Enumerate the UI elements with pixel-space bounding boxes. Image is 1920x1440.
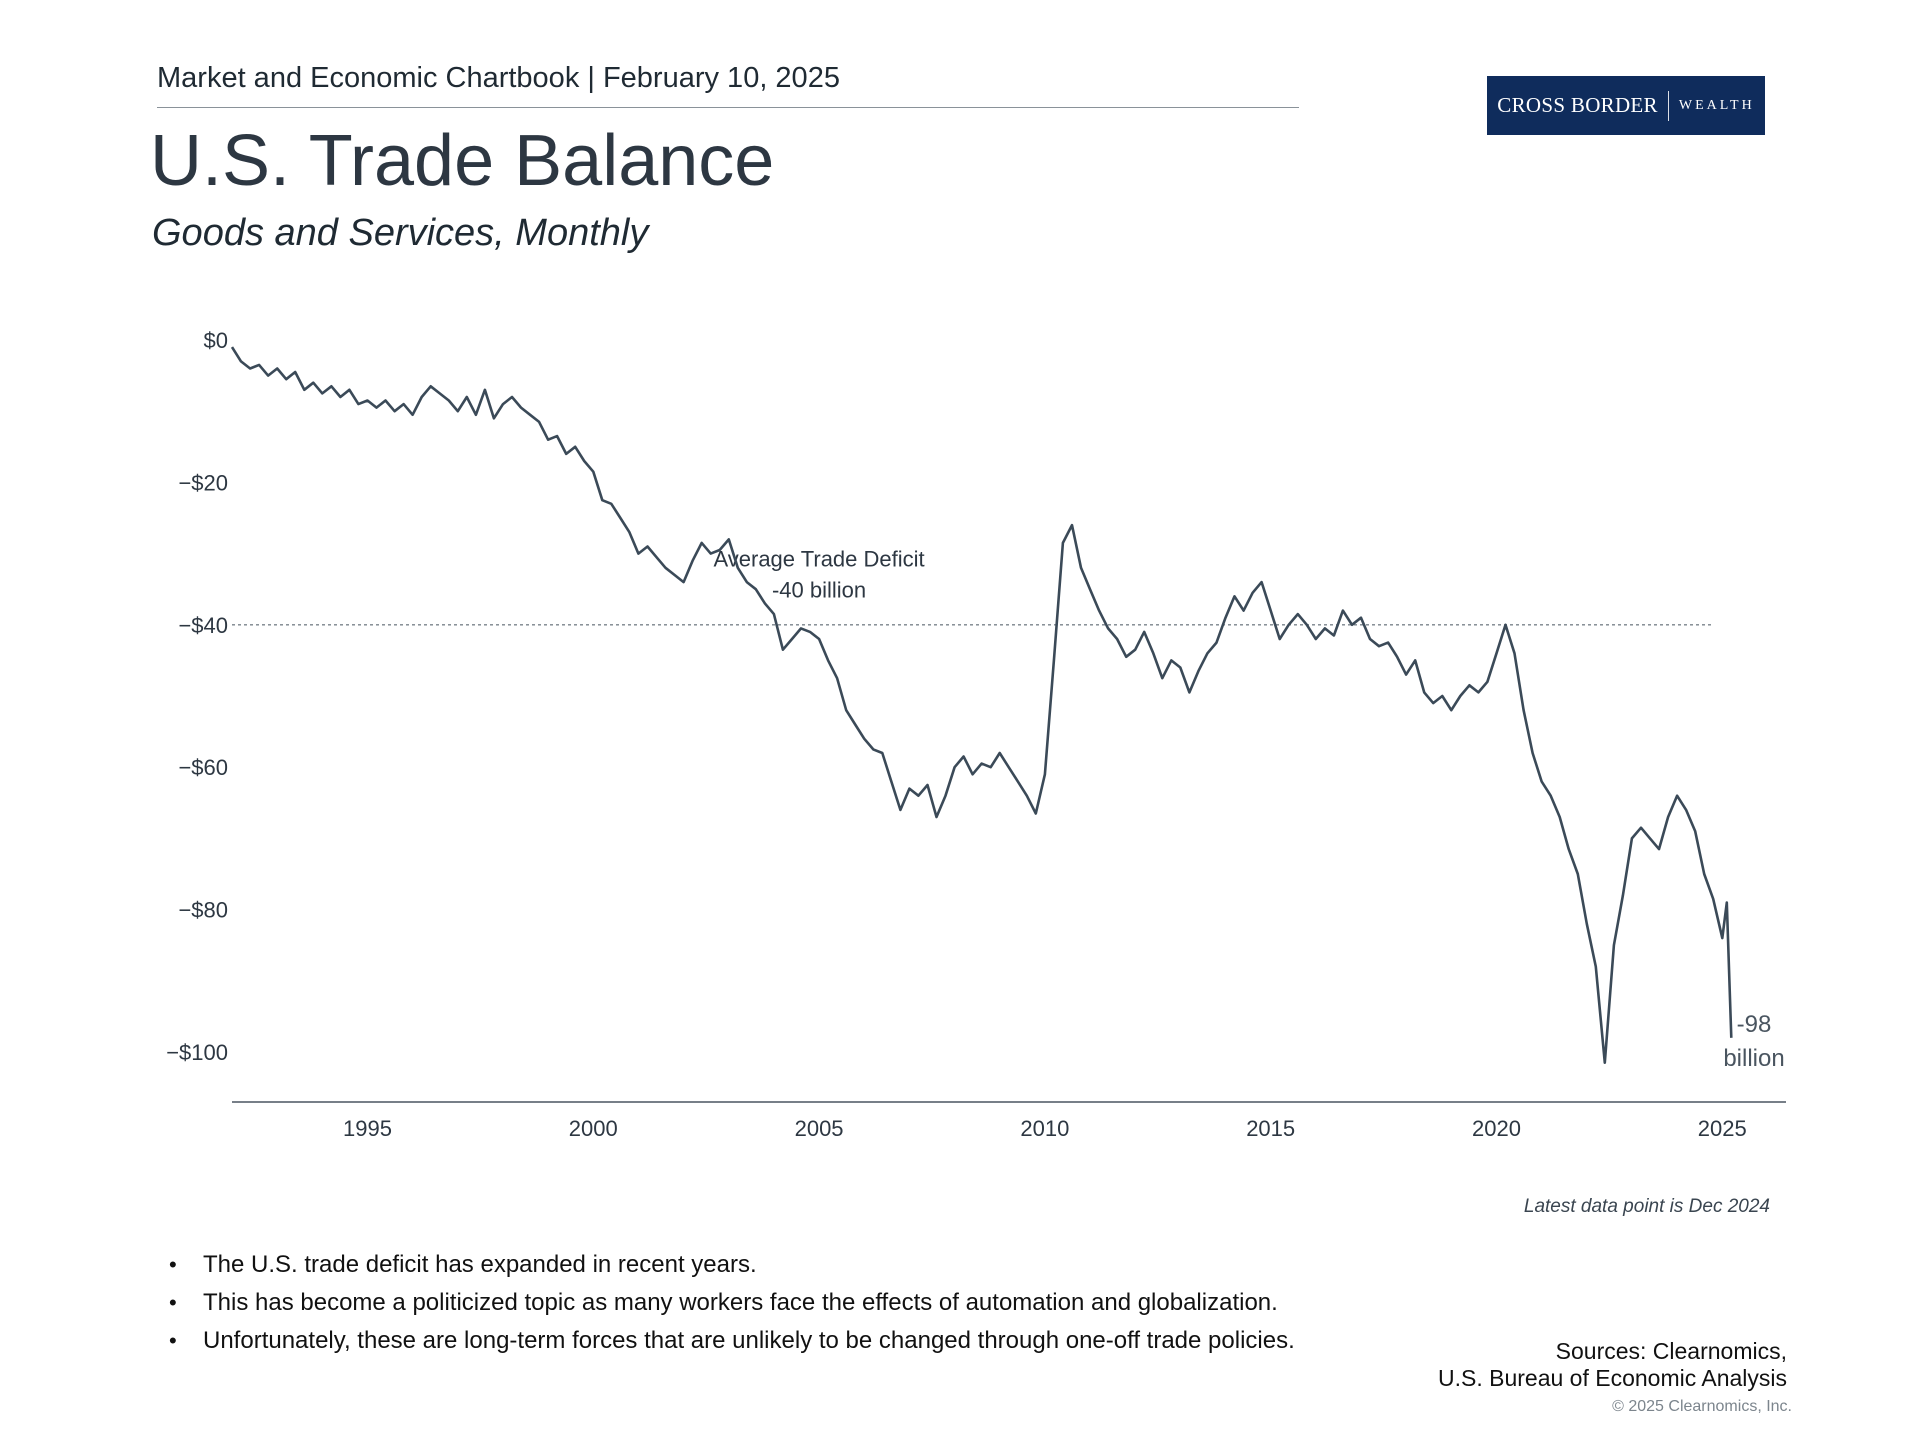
bullet-dot: • (169, 1328, 177, 1353)
bullet-text: The U.S. trade deficit has expanded in r… (203, 1251, 757, 1278)
y-tick-label: −$20 (178, 470, 228, 495)
logo-brand-text: CROSS BORDER (1497, 93, 1658, 117)
bullet-text: This has become a politicized topic as m… (203, 1289, 1278, 1316)
y-tick-label: −$60 (178, 755, 228, 780)
sources-line-1: Sources: Clearnomics, (1555, 1338, 1787, 1364)
page-title: U.S. Trade Balance (150, 121, 775, 201)
x-tick-label: 2015 (1246, 1116, 1295, 1141)
average-label-line-2: -40 billion (772, 578, 866, 603)
bullet-item: • This has become a politicized topic as … (165, 1284, 1295, 1322)
bullet-dot: • (169, 1252, 177, 1277)
x-tick-label: 2025 (1698, 1116, 1747, 1141)
x-tick-label: 2020 (1472, 1116, 1521, 1141)
bullet-item: • The U.S. trade deficit has expanded in … (165, 1246, 1295, 1284)
y-tick-label: −$40 (178, 613, 228, 638)
end-value-unit-label: billion (1723, 1045, 1784, 1072)
header-divider (157, 107, 1299, 108)
trade-balance-series-line (230, 346, 1733, 1064)
sources: Sources: Clearnomics, U.S. Bureau of Eco… (1438, 1338, 1787, 1392)
page-subtitle: Goods and Services, Monthly (152, 212, 649, 254)
x-tick-label: 2000 (569, 1116, 618, 1141)
end-value-label: -98 (1737, 1011, 1772, 1038)
logo-sub-text: WEALTH (1678, 97, 1755, 113)
y-tick-label: −$100 (166, 1040, 228, 1065)
logo-divider (1667, 90, 1669, 121)
sources-line-2: U.S. Bureau of Economic Analysis (1438, 1365, 1787, 1391)
copyright: © 2025 Clearnomics, Inc. (1612, 1398, 1792, 1415)
x-tick-label: 1995 (343, 1116, 392, 1141)
latest-data-note: Latest data point is Dec 2024 (1523, 1196, 1770, 1217)
y-tick-label: −$80 (178, 898, 228, 923)
y-tick-label: $0 (204, 328, 228, 353)
average-label-line-1: Average Trade Deficit (713, 546, 924, 571)
bullet-item: • Unfortunately, these are long-term forc… (165, 1322, 1295, 1360)
chartbook-header: Market and Economic Chartbook | February… (157, 62, 840, 94)
brand-logo: CROSS BORDER WEALTH (1487, 76, 1765, 135)
bullet-text: Unfortunately, these are long-term force… (203, 1327, 1295, 1354)
bullet-dot: • (169, 1290, 177, 1315)
commentary-bullets: • The U.S. trade deficit has expanded in … (165, 1246, 1295, 1360)
x-tick-label: 2005 (795, 1116, 844, 1141)
x-tick-label: 2010 (1020, 1116, 1069, 1141)
